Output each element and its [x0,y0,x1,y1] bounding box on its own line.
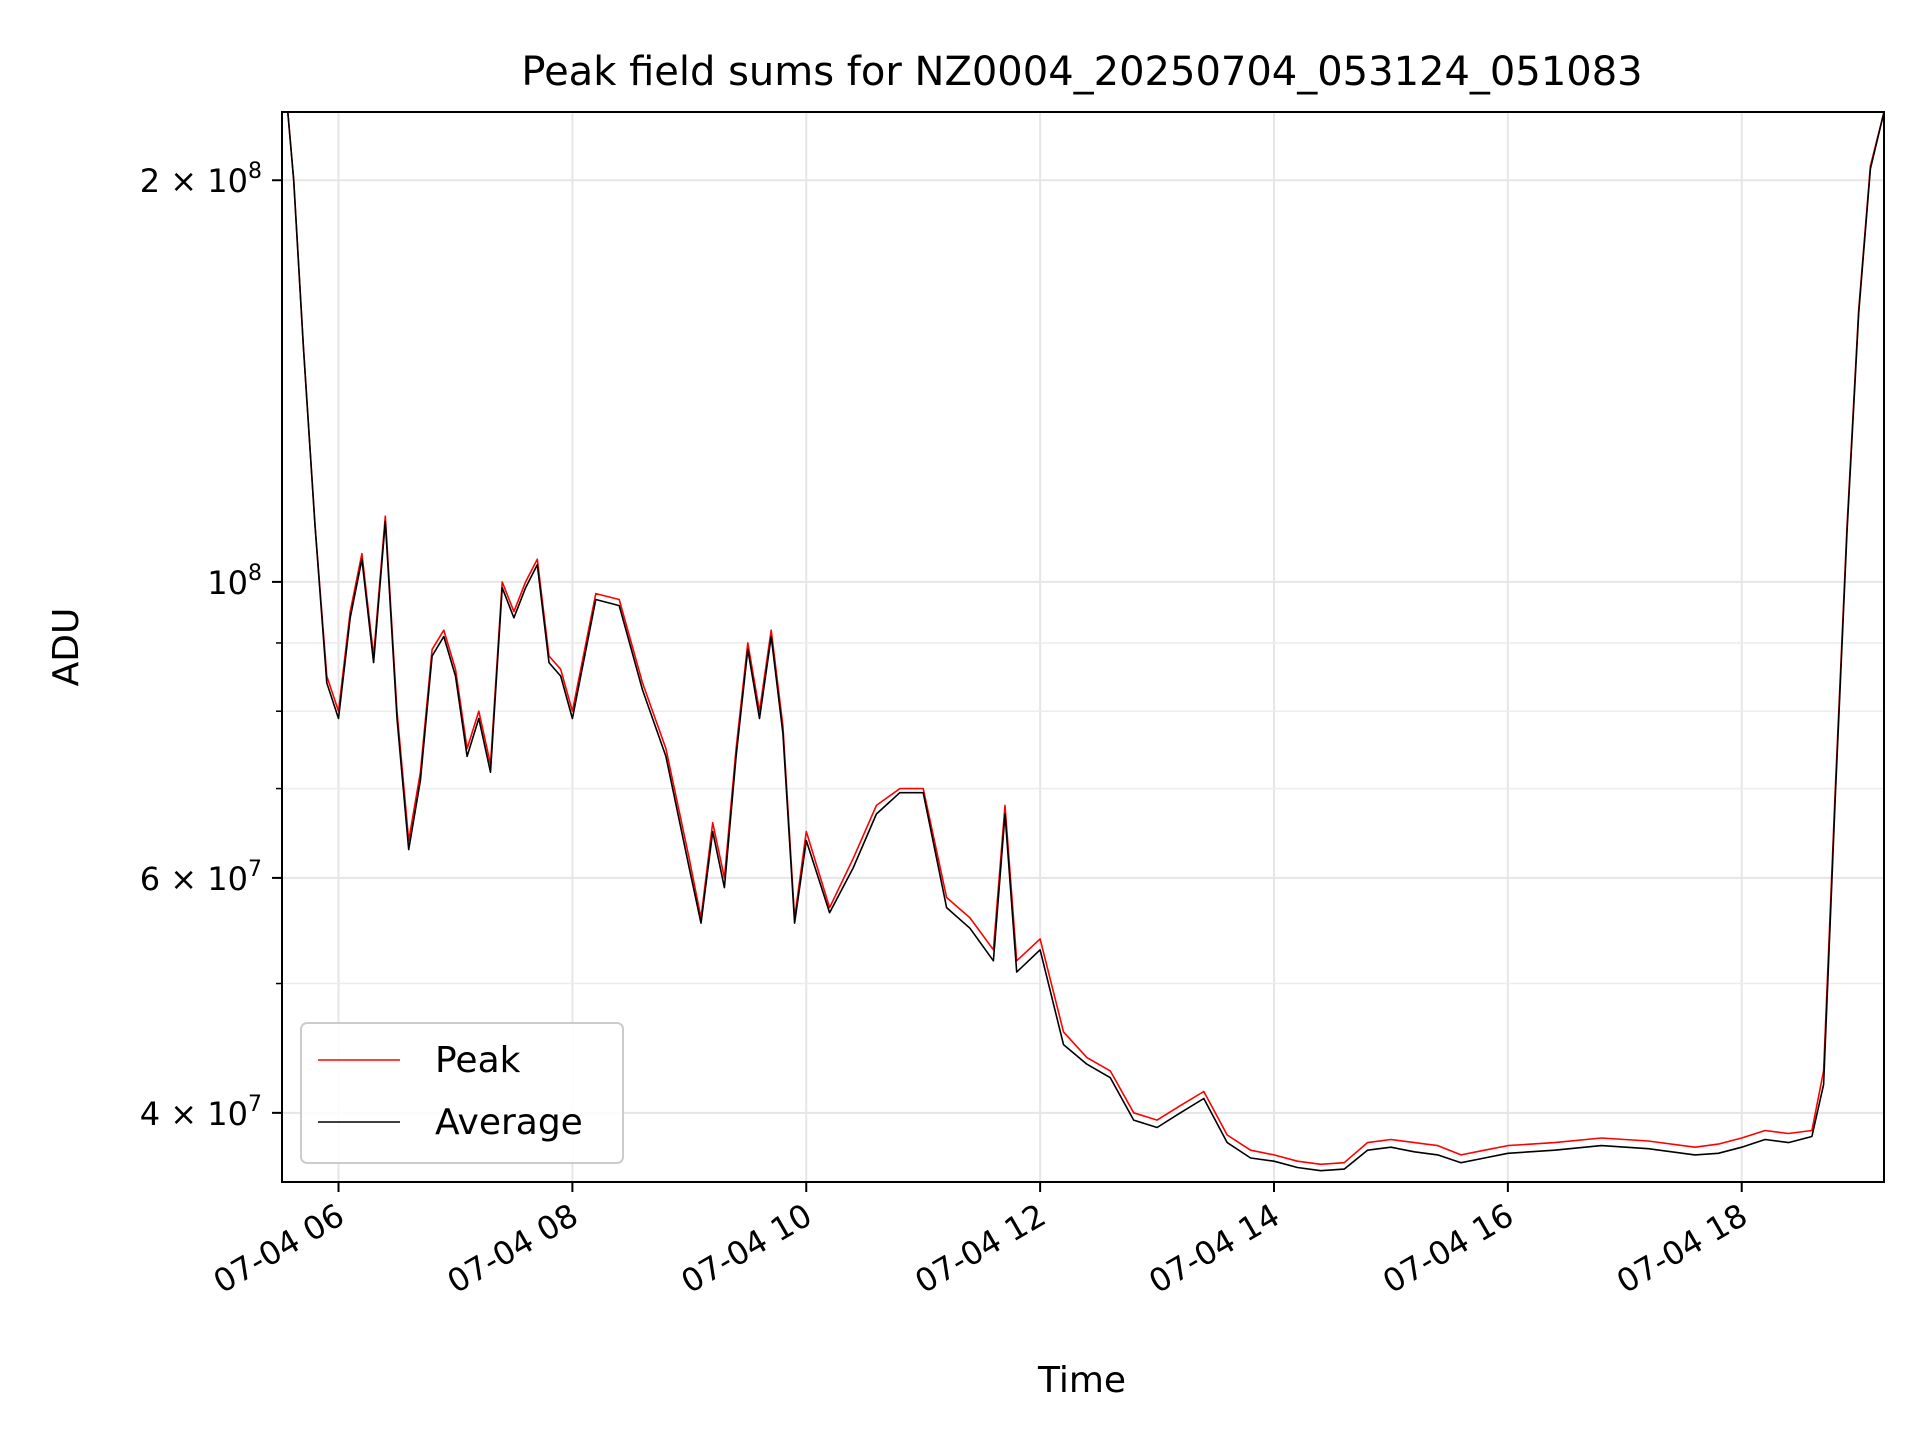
y-axis-label: ADU [46,608,87,687]
legend-box [300,1022,624,1164]
y-tick-label: 4 × 107 [140,1092,262,1133]
series-line-peak [282,111,1885,1166]
legend: Peak Average [300,1022,624,1164]
series-layer [282,111,1885,1172]
series-line-average [282,111,1885,1172]
x-axis-label: Time [1037,1360,1126,1401]
y-tick-label: 6 × 107 [140,857,262,898]
chart-title: Peak field sums for NZ0004_20250704_0531… [521,49,1642,95]
plot-frame [281,111,1885,1183]
legend-peak-label: Peak [435,1040,521,1081]
y-tick-label: 2 × 108 [140,159,262,200]
legend-average-label: Average [435,1102,583,1143]
